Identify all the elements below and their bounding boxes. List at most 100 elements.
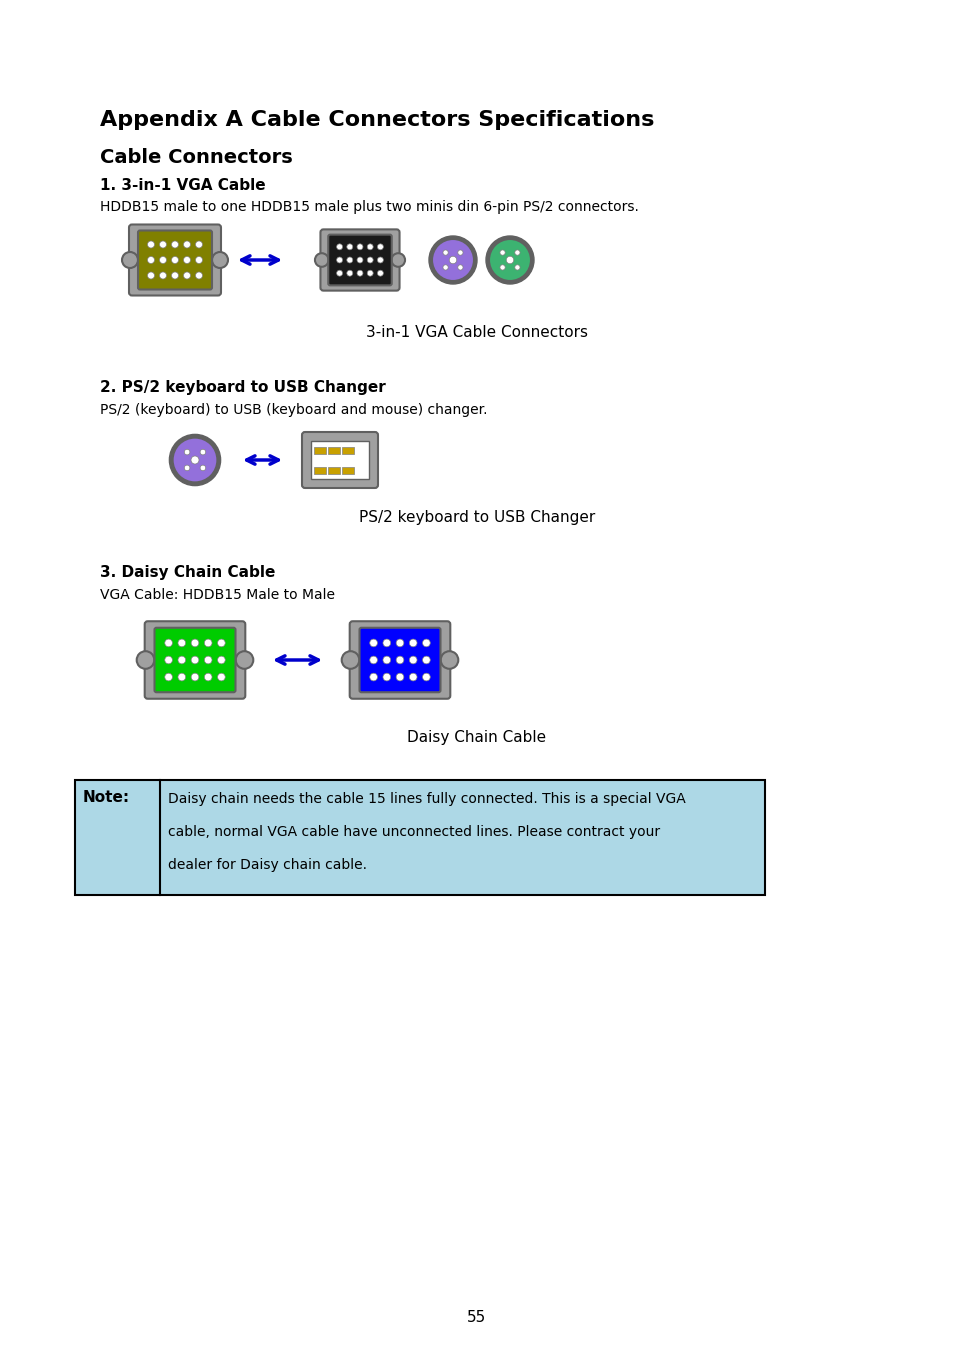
Circle shape [183,242,191,248]
Circle shape [367,256,373,263]
Circle shape [195,271,202,279]
Circle shape [485,236,534,284]
Circle shape [235,651,253,668]
Bar [328,447,339,454]
Circle shape [178,639,186,647]
Circle shape [382,639,390,647]
Circle shape [204,656,212,664]
Circle shape [370,656,377,664]
Text: 2. PS/2 keyboard to USB Changer: 2. PS/2 keyboard to USB Changer [100,379,385,396]
Circle shape [432,239,474,281]
Circle shape [336,244,342,250]
FancyBboxPatch shape [320,230,399,290]
Circle shape [217,674,225,680]
Circle shape [499,250,505,255]
Circle shape [148,242,154,248]
Circle shape [191,656,198,664]
FancyBboxPatch shape [154,628,235,693]
Circle shape [165,656,172,664]
Circle shape [370,639,377,647]
FancyBboxPatch shape [350,621,450,699]
Text: 3-in-1 VGA Cable Connectors: 3-in-1 VGA Cable Connectors [366,325,587,340]
Circle shape [370,674,377,680]
FancyBboxPatch shape [328,235,392,285]
Circle shape [347,270,353,277]
Text: dealer for Daisy chain cable.: dealer for Daisy chain cable. [168,859,367,872]
Circle shape [347,256,353,263]
Text: Cable Connectors: Cable Connectors [100,148,293,167]
Circle shape [395,656,403,664]
Text: 3. Daisy Chain Cable: 3. Daisy Chain Cable [100,566,275,580]
Circle shape [356,270,362,277]
Circle shape [170,435,220,486]
Circle shape [367,244,373,250]
FancyBboxPatch shape [302,432,377,487]
Circle shape [184,466,190,471]
Circle shape [191,674,198,680]
Circle shape [172,256,178,263]
Circle shape [191,639,198,647]
Bar [311,441,369,479]
Circle shape [409,639,416,647]
Text: HDDB15 male to one HDDB15 male plus two minis din 6-pin PS/2 connectors.: HDDB15 male to one HDDB15 male plus two … [100,200,639,215]
Bar [314,467,326,474]
Text: Appendix A Cable Connectors Specifications: Appendix A Cable Connectors Specificatio… [100,109,654,130]
Circle shape [165,674,172,680]
Circle shape [336,256,342,263]
Circle shape [429,236,476,284]
Circle shape [195,256,202,263]
Circle shape [449,256,456,263]
Circle shape [178,656,186,664]
Circle shape [409,674,416,680]
Circle shape [159,242,167,248]
Circle shape [148,256,154,263]
Circle shape [204,674,212,680]
Circle shape [195,242,202,248]
Circle shape [377,256,383,263]
Circle shape [489,239,531,281]
Circle shape [515,265,519,270]
Circle shape [347,244,353,250]
Circle shape [391,254,405,267]
Text: Note:: Note: [83,790,130,805]
Text: 55: 55 [467,1310,486,1324]
Circle shape [165,639,172,647]
Circle shape [409,656,416,664]
Bar [75,780,764,895]
Circle shape [183,256,191,263]
Text: VGA Cable: HDDB15 Male to Male: VGA Cable: HDDB15 Male to Male [100,589,335,602]
Circle shape [341,651,359,668]
Circle shape [204,639,212,647]
Circle shape [382,674,390,680]
Bar [328,467,339,474]
Text: Daisy chain needs the cable 15 lines fully connected. This is a special VGA: Daisy chain needs the cable 15 lines ful… [168,792,685,806]
Bar [341,467,354,474]
Circle shape [377,244,383,250]
Circle shape [395,639,403,647]
Circle shape [148,271,154,279]
Circle shape [336,270,342,277]
Circle shape [212,252,228,269]
Circle shape [356,244,362,250]
Bar [341,447,354,454]
Circle shape [314,254,328,267]
Circle shape [200,450,206,455]
Circle shape [183,271,191,279]
Circle shape [395,674,403,680]
Circle shape [457,250,462,255]
Circle shape [377,270,383,277]
FancyBboxPatch shape [138,231,212,289]
Circle shape [159,256,167,263]
Circle shape [184,450,190,455]
Circle shape [442,265,448,270]
Circle shape [172,242,178,248]
Text: PS/2 (keyboard) to USB (keyboard and mouse) changer.: PS/2 (keyboard) to USB (keyboard and mou… [100,404,487,417]
Circle shape [136,651,154,668]
Circle shape [217,639,225,647]
Bar [314,447,326,454]
Circle shape [499,265,505,270]
Circle shape [122,252,138,269]
Text: Daisy Chain Cable: Daisy Chain Cable [407,730,546,745]
Circle shape [382,656,390,664]
FancyBboxPatch shape [359,628,440,693]
